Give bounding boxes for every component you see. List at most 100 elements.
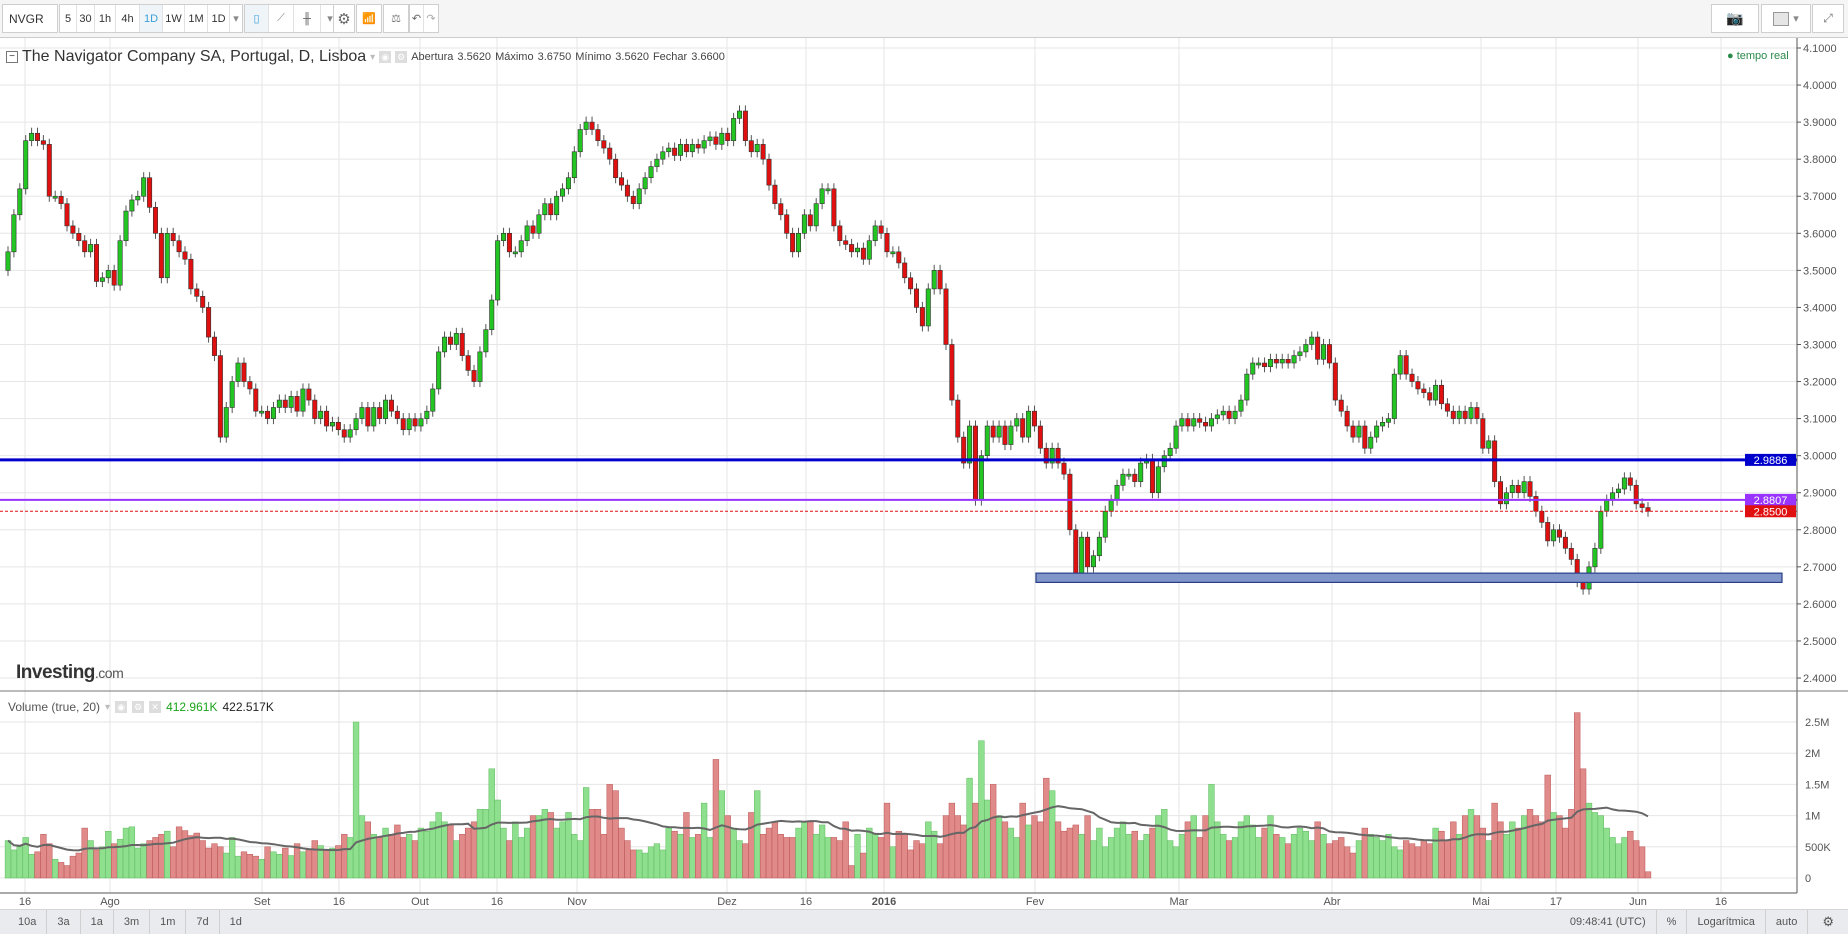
candle-down: [619, 177, 625, 186]
candle-down: [713, 136, 719, 145]
candle-down: [282, 399, 288, 408]
volume-visibility-icon[interactable]: ◉: [115, 701, 128, 713]
redo-icon[interactable]: ↷: [426, 13, 436, 25]
volume-bar: [801, 821, 808, 879]
candle-down: [365, 407, 371, 427]
settings-icon[interactable]: ⚙: [395, 51, 408, 63]
range-3m[interactable]: 3m: [114, 910, 151, 934]
chart-type-dropdown-icon[interactable]: ▾: [327, 13, 333, 25]
volume-bar: [1161, 809, 1168, 879]
interval-30[interactable]: 30: [77, 5, 95, 32]
volume-bar: [187, 835, 195, 879]
volume-bar: [771, 821, 779, 879]
visibility-icon[interactable]: ◉: [379, 51, 392, 63]
interval-custom[interactable]: 1D: [208, 5, 230, 32]
volume-bar: [565, 812, 572, 879]
interval-1d[interactable]: 1D: [140, 5, 163, 32]
candle-down: [725, 132, 731, 141]
volume-bar: [724, 815, 731, 879]
bar-chart-icon[interactable]: ╫: [294, 5, 321, 32]
color-picker[interactable]: ▾: [1761, 4, 1811, 33]
volume-bar: [1066, 827, 1074, 879]
volume-bar: [1479, 827, 1486, 879]
candle-down: [961, 436, 967, 464]
candle-down: [908, 277, 914, 290]
candle-down: [1627, 477, 1633, 486]
percent-toggle[interactable]: %: [1657, 910, 1688, 934]
candle-down: [530, 225, 536, 234]
candle-up: [1173, 425, 1179, 449]
candle-down: [1055, 447, 1061, 464]
interval-1m[interactable]: 1M: [185, 5, 208, 32]
candle-up: [329, 422, 335, 427]
candle-up: [648, 166, 654, 179]
volume-title: Volume (true, 20): [8, 700, 101, 714]
candle-up: [1214, 414, 1220, 419]
fullscreen-button[interactable]: ⤢: [1812, 4, 1844, 33]
compare-button[interactable]: ⚖: [383, 4, 409, 33]
candle-down: [1439, 384, 1445, 405]
candle-up: [542, 203, 548, 216]
candle-up: [707, 136, 713, 141]
candle-up: [1521, 481, 1527, 494]
volume-bar: [854, 834, 861, 879]
range-1m[interactable]: 1m: [150, 910, 187, 934]
volume-bar: [677, 834, 684, 879]
interval-dropdown-icon[interactable]: ▾: [233, 13, 239, 25]
indicators-button[interactable]: 📶: [356, 4, 382, 33]
undo-icon[interactable]: ↶: [410, 5, 424, 32]
volume-close-icon[interactable]: ✕: [149, 701, 162, 713]
volume-bar: [1562, 827, 1569, 879]
price-tick-label: 4.0000: [1803, 80, 1837, 92]
title-dropdown-icon[interactable]: ▾: [370, 51, 376, 63]
interval-1h[interactable]: 1h: [95, 5, 116, 32]
volume-settings-icon[interactable]: ⚙: [132, 701, 145, 713]
candle-down: [1085, 536, 1091, 568]
range-7d[interactable]: 7d: [186, 910, 220, 934]
volume-bar: [1196, 837, 1203, 879]
volume-bar: [57, 862, 65, 879]
candle-down: [837, 225, 843, 242]
candle-down: [1515, 485, 1521, 494]
volume-bar: [1397, 849, 1404, 879]
candle-up: [866, 240, 872, 260]
toolbar: NVGR 5 30 1h 4h 1D 1W 1M 1D ▾ ▯ ⟋ ╫ ▾ ⚙ …: [0, 0, 1848, 38]
price-tick-label: 3.5000: [1803, 265, 1837, 277]
candlestick-icon[interactable]: ▯: [245, 5, 269, 32]
candle-up: [890, 251, 896, 255]
auto-toggle[interactable]: auto: [1766, 910, 1809, 934]
interval-5[interactable]: 5: [60, 5, 77, 32]
low-label: Mínimo: [575, 51, 612, 63]
log-toggle[interactable]: Logarítmica: [1687, 910, 1766, 934]
symbol-input[interactable]: NVGR: [2, 4, 58, 33]
candle-up: [1621, 477, 1627, 490]
candle-up: [1256, 362, 1262, 366]
volume-dropdown-icon[interactable]: ▾: [105, 701, 111, 713]
footer-gear-icon[interactable]: ⚙: [1822, 914, 1834, 929]
volume-bar: [665, 827, 672, 879]
settings-button[interactable]: ⚙: [333, 4, 355, 33]
interval-group: 5 30 1h 4h 1D 1W 1M 1D ▾: [59, 4, 243, 33]
screenshot-button[interactable]: 📷: [1711, 4, 1759, 33]
volume-bar: [948, 802, 956, 879]
collapse-icon[interactable]: −: [6, 51, 18, 63]
candle-down: [1326, 344, 1332, 364]
volume-bar: [1467, 809, 1475, 879]
price-tick-label: 3.6000: [1803, 228, 1837, 240]
line-chart-icon[interactable]: ⟋: [269, 5, 294, 32]
range-1a[interactable]: 1a: [81, 910, 114, 934]
interval-1w[interactable]: 1W: [163, 5, 185, 32]
price-tick-label: 2.7000: [1803, 562, 1837, 574]
volume-bar: [1231, 837, 1239, 879]
candle-down: [1020, 418, 1026, 438]
range-10a[interactable]: 10a: [8, 910, 48, 934]
volume-bar: [1597, 815, 1604, 879]
candle-down: [843, 240, 849, 245]
range-1d[interactable]: 1d: [229, 916, 242, 928]
range-3a[interactable]: 3a: [47, 910, 81, 934]
candle-up: [701, 140, 707, 149]
candle-up: [854, 247, 860, 253]
interval-4h[interactable]: 4h: [116, 5, 140, 32]
volume-bar: [264, 846, 271, 879]
